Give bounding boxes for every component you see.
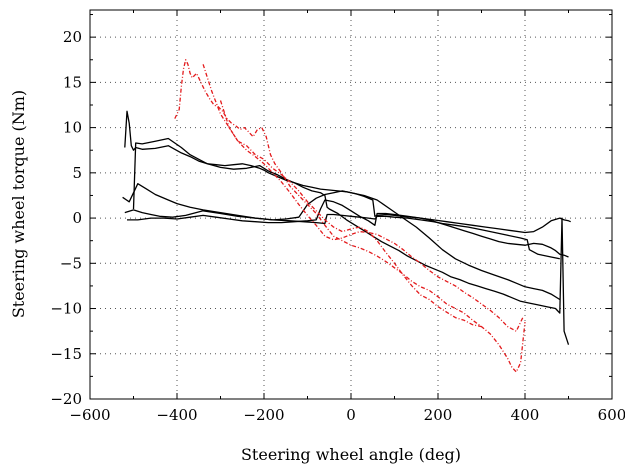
x-tick-label: 400 — [511, 406, 540, 424]
y-tick-label: 0 — [72, 209, 82, 227]
y-tick-label: −15 — [50, 345, 82, 363]
y-tick-label: −5 — [60, 254, 82, 272]
series-layer — [122, 59, 571, 373]
y-tick-label: −20 — [50, 390, 82, 408]
x-tick-label: −200 — [243, 406, 284, 424]
y-axis-label: Steering wheel torque (Nm) — [9, 90, 28, 318]
y-tick-label: 10 — [63, 119, 82, 137]
grid — [90, 10, 612, 399]
x-tick-label: −400 — [156, 406, 197, 424]
y-tick-label: 20 — [63, 28, 82, 46]
y-tick-label: −10 — [50, 300, 82, 318]
series-line-7 — [202, 64, 524, 332]
x-tick-label: 600 — [598, 406, 625, 424]
x-axis-label: Steering wheel angle (deg) — [241, 445, 461, 464]
series-line-6 — [174, 59, 526, 373]
x-tick-label: 0 — [346, 406, 356, 424]
y-tick-label: 5 — [72, 164, 82, 182]
y-tick-label: 15 — [63, 73, 82, 91]
x-tick-label: 200 — [424, 406, 453, 424]
series-line-2 — [132, 137, 570, 345]
ticks: −600 −400 −200 0 200 400 600 −20 −15 −10 −5 0 5 10 15 2… — [50, 10, 625, 424]
series-line-4 — [124, 190, 561, 301]
series-line-1 — [124, 110, 569, 258]
series-line-3 — [122, 183, 560, 260]
series-line-5 — [127, 199, 571, 234]
x-tick-label: −600 — [69, 406, 110, 424]
series-line-8 — [219, 100, 482, 328]
